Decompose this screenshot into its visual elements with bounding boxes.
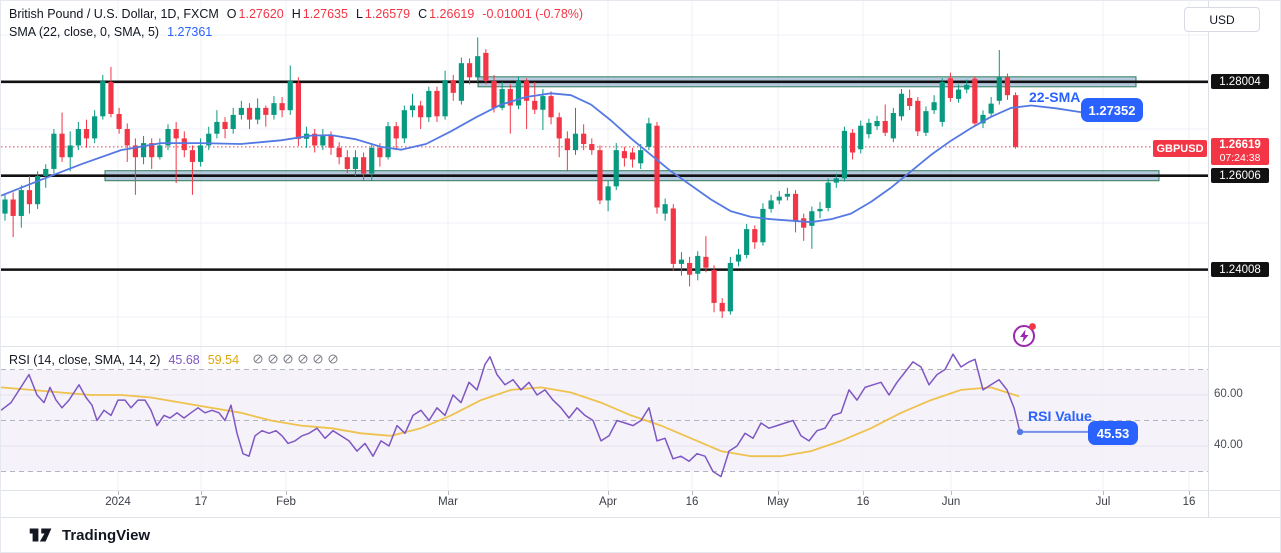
- price-pane[interactable]: [1, 1, 1208, 347]
- time-axis-bottom-border: [1, 517, 1280, 518]
- ohlc-open: O 1.27620: [226, 7, 284, 21]
- last-price-label: 1.26619 07:24:38: [1211, 138, 1269, 165]
- sma-callout-label[interactable]: 22-SMA: [1029, 89, 1081, 105]
- change-value: -0.01001 (-0.78%): [482, 7, 584, 21]
- time-axis-tick: [286, 491, 287, 495]
- time-axis-tick: [863, 491, 864, 495]
- time-axis-tick: [778, 491, 779, 495]
- rsi-line: [1, 353, 1021, 478]
- rsi-pane[interactable]: [1, 347, 1208, 489]
- candlestick-chart: [1, 1, 1208, 347]
- sr-level-label: 1.28004: [1211, 74, 1269, 89]
- currency-toggle-button[interactable]: USD: [1184, 7, 1260, 32]
- indicator-action-icon[interactable]: [328, 354, 338, 364]
- time-axis-label: May: [767, 496, 789, 508]
- indicator-action-icon[interactable]: [253, 354, 263, 364]
- rsi-legend-label: RSI (14, close, SMA, 14, 2): [9, 353, 161, 367]
- rsi-tick-label: 60.00: [1214, 388, 1243, 400]
- time-axis-tick: [692, 491, 693, 495]
- ohlc-high: H 1.27635: [291, 7, 348, 21]
- time-axis-label: Apr: [599, 496, 617, 508]
- time-axis-label: Jun: [941, 496, 961, 508]
- time-axis-tick: [1103, 491, 1104, 495]
- indicator-actions: [253, 354, 338, 364]
- symbol-price-tag[interactable]: GBPUSD: [1153, 140, 1207, 157]
- time-axis-tick: [1189, 491, 1190, 495]
- time-axis-tick: [118, 491, 119, 495]
- time-axis-tick: [201, 491, 202, 495]
- time-axis-tick: [951, 491, 952, 495]
- ohlc-close: C 1.26619: [418, 7, 475, 21]
- time-axis-tick: [448, 491, 449, 495]
- time-axis-label: 16: [685, 496, 699, 508]
- rsi-end-dot: [1016, 428, 1024, 436]
- rsi-legend-value: 45.68: [168, 353, 200, 367]
- rsi-sma-line: [1, 386, 1020, 458]
- indicator-action-icon[interactable]: [283, 354, 293, 364]
- indicator-action-icon[interactable]: [298, 354, 308, 364]
- rsi-price-callout[interactable]: 45.53: [1088, 421, 1138, 445]
- rsi-chart: [1, 347, 1208, 489]
- symbol-title: British Pound / U.S. Dollar, 1D, FXCM: [9, 7, 219, 21]
- sma-legend-label: SMA (22, close, 0, SMA, 5): [9, 25, 160, 39]
- sma-legend[interactable]: SMA (22, close, 0, SMA, 5) 1.27361: [9, 25, 212, 39]
- ohlc-low: L 1.26579: [355, 7, 411, 21]
- rsi-callout-label[interactable]: RSI Value: [1028, 408, 1092, 424]
- price-scale-border: [1208, 1, 1209, 518]
- candlestick-series: [2, 37, 1019, 318]
- rsi-tick-label: 40.00: [1214, 439, 1243, 451]
- time-axis-label: 2024: [105, 496, 131, 508]
- sr-level-label: 1.26006: [1211, 168, 1269, 183]
- time-axis-top-border: [1, 490, 1280, 491]
- time-axis-label: Jul: [1095, 496, 1111, 508]
- time-axis-label: 17: [194, 496, 208, 508]
- pane-divider[interactable]: [1, 346, 1280, 347]
- time-axis-label: 16: [856, 496, 870, 508]
- time-axis-tick: [608, 491, 609, 495]
- boost-lightning-icon[interactable]: [1011, 322, 1038, 349]
- tradingview-brand[interactable]: TradingView: [29, 526, 150, 544]
- countdown-timer: 07:24:38: [1219, 152, 1261, 164]
- sma-line: [1, 92, 1084, 224]
- indicator-action-icon[interactable]: [313, 354, 323, 364]
- rsi-legend-sma-value: 59.54: [207, 353, 240, 367]
- sma-price-callout[interactable]: 1.27352: [1081, 98, 1143, 122]
- time-axis-label: 16: [1182, 496, 1196, 508]
- tradingview-logo-icon: [29, 528, 52, 542]
- time-axis-label: Mar: [438, 496, 458, 508]
- indicator-action-icon[interactable]: [268, 354, 278, 364]
- sma-legend-value: 1.27361: [167, 25, 213, 39]
- sr-level-label: 1.24008: [1211, 262, 1269, 277]
- rsi-legend[interactable]: RSI (14, close, SMA, 14, 2) 45.68 59.54: [9, 353, 338, 367]
- time-axis-label: Feb: [276, 496, 296, 508]
